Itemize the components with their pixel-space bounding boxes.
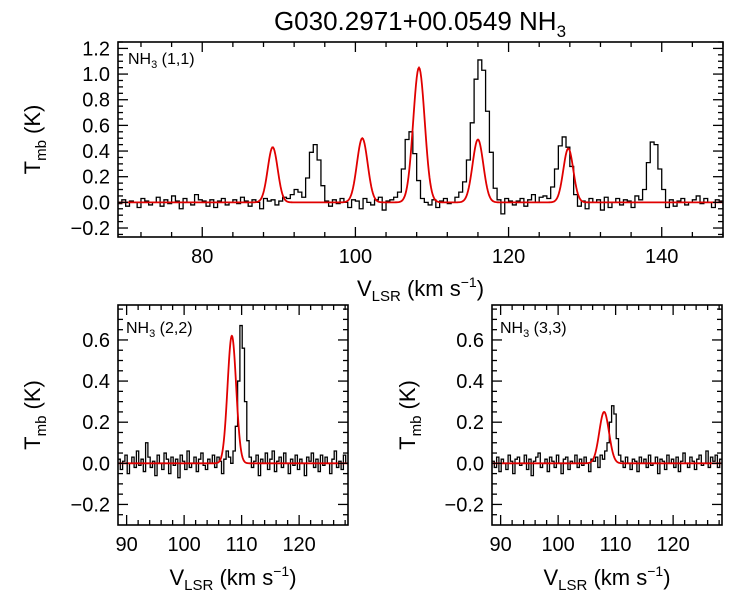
panel-label-prefix: NH (126, 320, 149, 337)
y-tick-label: 0.0 (82, 453, 110, 475)
x-tick-label: 100 (541, 534, 574, 556)
observed-spectrum-nh3_11 (118, 59, 723, 215)
y-tick-label: −0.2 (71, 218, 110, 240)
y-label-unit: (K) (395, 380, 420, 415)
y-tick-label: −0.2 (445, 494, 484, 516)
panel-label-suffix: (1,1) (157, 51, 194, 68)
x-tick-label: 100 (167, 534, 200, 556)
x-tick-label: 110 (600, 534, 632, 556)
y-tick-label: 0.6 (456, 330, 484, 352)
plot-frame-nh3_22 (117, 304, 349, 526)
figure-title-sub: 3 (557, 22, 566, 41)
x-label-close: ) (289, 565, 296, 590)
x-tick-label: 120 (282, 534, 315, 556)
observed-spectrum-nh3_33 (492, 405, 722, 477)
panel-label-sub: 3 (523, 328, 529, 340)
x-label-sup: −1 (647, 563, 663, 579)
y-tick-label: 0.4 (82, 141, 110, 163)
gaussian-fit-nh3_33 (492, 410, 722, 465)
y-tick-label: 0.4 (82, 371, 110, 393)
x-label-sub: LSR (372, 288, 401, 305)
panel-label-nh3_11: NH3 (1,1) (128, 51, 195, 71)
y-tick-label: 1.0 (82, 64, 110, 86)
x-tick-label: 90 (116, 534, 138, 556)
x-label-unit: (km s (401, 276, 461, 301)
figure-title: G030.2971+00.0549 NH3 (274, 6, 566, 41)
plot-frame-nh3_33 (491, 304, 723, 526)
y-tick-label: 0.6 (82, 115, 110, 137)
x-tick-label: 90 (490, 534, 512, 556)
x-label-main: V (543, 565, 558, 590)
panel-nh3_22: 90 100 110 120 −0.2 0.0 0.2 0.4 0.6 NH3 (2,2) VLSR… (20, 304, 349, 594)
x-label-main: V (357, 276, 372, 301)
y-axis-label-nh3_22: Tmb (K) (20, 380, 50, 450)
x-label-main: V (169, 565, 184, 590)
y-tick-label: 0.2 (456, 412, 484, 434)
x-axis-label-nh3_11: VLSR (km s−1) (357, 274, 484, 305)
x-axis-label-nh3_33: VLSR (km s−1) (543, 563, 670, 594)
y-label-sub: mb (408, 416, 425, 437)
figure-title-main: G030.2971+00.0549 NH (274, 6, 557, 36)
y-label-sub: mb (33, 416, 50, 437)
y-label-unit: (K) (20, 105, 45, 140)
y-axis-label-nh3_33: Tmb (K) (395, 380, 425, 450)
y-tick-label: 0.2 (82, 167, 110, 189)
y-axis-label-nh3_11: Tmb (K) (20, 105, 50, 175)
panel-label-sub: 3 (151, 59, 157, 71)
observed-spectrum-nh3_22 (118, 324, 348, 479)
y-label-sub: mb (33, 140, 50, 161)
gaussian-fit-nh3_11 (118, 66, 723, 204)
x-label-sub: LSR (184, 577, 213, 594)
x-tick-label: 110 (226, 534, 258, 556)
x-label-close: ) (477, 276, 484, 301)
y-tick-label: 0.0 (82, 192, 110, 214)
y-tick-label: 0.4 (456, 371, 484, 393)
x-axis-label-nh3_22: VLSR (km s−1) (169, 563, 296, 594)
panel-label-suffix: (2,2) (155, 320, 192, 337)
y-label-unit: (K) (20, 380, 45, 415)
y-tick-label: −0.2 (71, 494, 110, 516)
x-label-unit: (km s (587, 565, 647, 590)
x-tick-label: 120 (656, 534, 689, 556)
y-label-main: T (20, 161, 45, 174)
x-tick-label: 100 (339, 246, 372, 268)
plot-frame-nh3_11 (117, 41, 724, 238)
x-label-sup: −1 (273, 563, 289, 579)
x-tick-label: 80 (191, 246, 213, 268)
panel-nh3_11: 80 100 120 140 −0.2 0.0 0.2 0.4 0.6 0.8 1.0 1.2 NH3 … (20, 38, 724, 305)
panel-label-nh3_33: NH3 (3,3) (500, 320, 567, 340)
x-tick-label: 120 (492, 246, 525, 268)
y-tick-label: 0.0 (456, 453, 484, 475)
x-label-unit: (km s (213, 565, 273, 590)
panel-nh3_33: 90 100 110 120 −0.2 0.0 0.2 0.4 0.6 NH3 (3,3) VLSR… (395, 304, 723, 594)
y-tick-label: 0.2 (82, 412, 110, 434)
panel-label-sub: 3 (149, 328, 155, 340)
panel-label-prefix: NH (128, 51, 151, 68)
gaussian-fit-nh3_22 (118, 334, 348, 465)
x-label-sub: LSR (558, 577, 587, 594)
x-label-sup: −1 (461, 274, 477, 290)
y-label-main: T (395, 436, 420, 449)
panel-label-prefix: NH (500, 320, 523, 337)
x-label-close: ) (663, 565, 670, 590)
panel-label-suffix: (3,3) (529, 320, 566, 337)
y-tick-label: 1.2 (82, 38, 110, 60)
y-tick-label: 0.6 (82, 330, 110, 352)
panel-label-nh3_22: NH3 (2,2) (126, 320, 193, 340)
x-tick-label: 140 (645, 246, 678, 268)
y-tick-label: 0.8 (82, 90, 110, 112)
y-label-main: T (20, 436, 45, 449)
